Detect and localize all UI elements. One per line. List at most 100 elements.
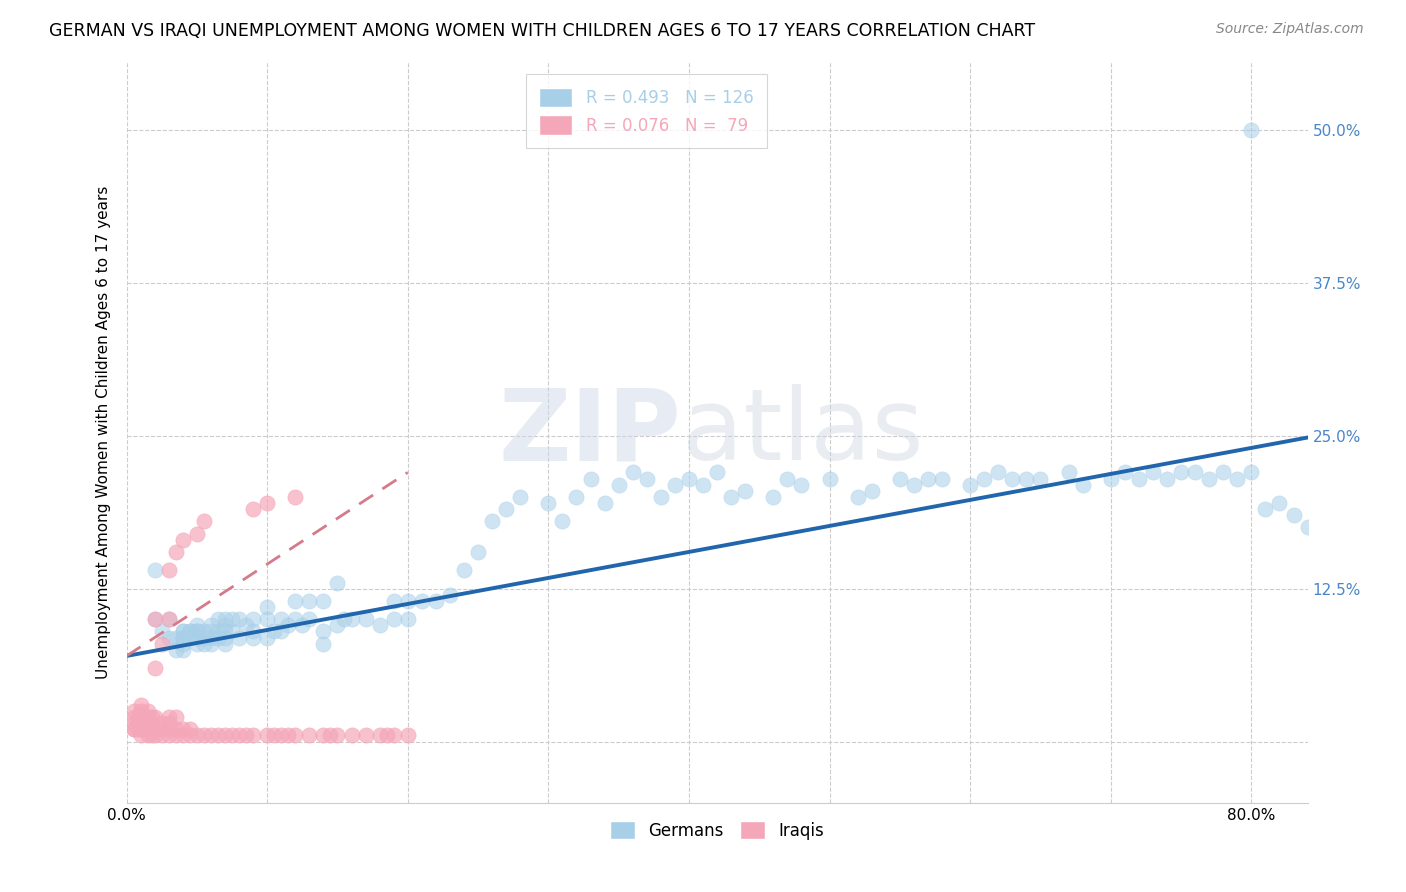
Point — [165, 723, 187, 737]
Point — [579, 471, 602, 485]
Point — [200, 631, 222, 645]
Point — [312, 594, 335, 608]
Point — [143, 612, 166, 626]
Point — [136, 716, 159, 731]
Legend: Germans, Iraqis: Germans, Iraqis — [603, 814, 831, 847]
Point — [143, 612, 166, 626]
Point — [636, 471, 658, 485]
Point — [312, 624, 335, 639]
Point — [312, 637, 335, 651]
Point — [298, 729, 321, 743]
Point — [127, 716, 149, 731]
Point — [1268, 496, 1291, 510]
Point — [453, 563, 475, 577]
Point — [340, 612, 363, 626]
Point — [1128, 471, 1150, 485]
Point — [157, 612, 180, 626]
Point — [270, 729, 292, 743]
Point — [734, 483, 756, 498]
Point — [143, 661, 166, 675]
Point — [207, 631, 229, 645]
Point — [706, 466, 728, 480]
Point — [284, 490, 307, 504]
Point — [129, 716, 152, 731]
Point — [157, 729, 180, 743]
Point — [987, 466, 1010, 480]
Point — [551, 514, 574, 528]
Text: atlas: atlas — [682, 384, 924, 481]
Point — [312, 729, 335, 743]
Point — [396, 594, 419, 608]
Point — [1296, 520, 1319, 534]
Point — [150, 723, 173, 737]
Point — [340, 729, 363, 743]
Point — [122, 710, 145, 724]
Point — [368, 618, 391, 632]
Point — [143, 729, 166, 743]
Point — [1114, 466, 1136, 480]
Point — [1240, 122, 1263, 136]
Point — [439, 588, 461, 602]
Point — [790, 477, 813, 491]
Point — [1198, 471, 1220, 485]
Point — [193, 631, 215, 645]
Point — [172, 624, 194, 639]
Point — [228, 612, 250, 626]
Point — [141, 729, 163, 743]
Point — [537, 496, 560, 510]
Point — [214, 637, 236, 651]
Point — [132, 716, 155, 731]
Point — [214, 729, 236, 743]
Point — [200, 729, 222, 743]
Point — [495, 502, 517, 516]
Point — [122, 723, 145, 737]
Point — [425, 594, 447, 608]
Point — [298, 594, 321, 608]
Point — [1057, 466, 1080, 480]
Point — [132, 710, 155, 724]
Point — [150, 624, 173, 639]
Y-axis label: Unemployment Among Women with Children Ages 6 to 17 years: Unemployment Among Women with Children A… — [96, 186, 111, 680]
Point — [242, 502, 264, 516]
Point — [186, 624, 208, 639]
Point — [1282, 508, 1305, 523]
Point — [129, 710, 152, 724]
Point — [242, 624, 264, 639]
Point — [720, 490, 742, 504]
Point — [382, 729, 405, 743]
Point — [973, 471, 995, 485]
Point — [621, 466, 644, 480]
Point — [889, 471, 911, 485]
Point — [143, 563, 166, 577]
Point — [172, 631, 194, 645]
Point — [172, 643, 194, 657]
Point — [1142, 466, 1164, 480]
Point — [291, 618, 314, 632]
Point — [165, 631, 187, 645]
Point — [207, 612, 229, 626]
Point — [136, 704, 159, 718]
Point — [326, 618, 349, 632]
Point — [396, 729, 419, 743]
Point — [1212, 466, 1234, 480]
Point — [481, 514, 503, 528]
Point — [242, 729, 264, 743]
Point — [382, 594, 405, 608]
Point — [664, 477, 686, 491]
Point — [186, 631, 208, 645]
Point — [277, 729, 299, 743]
Point — [284, 612, 307, 626]
Point — [200, 618, 222, 632]
Text: Source: ZipAtlas.com: Source: ZipAtlas.com — [1216, 22, 1364, 37]
Point — [179, 729, 201, 743]
Point — [270, 612, 292, 626]
Point — [214, 624, 236, 639]
Point — [650, 490, 672, 504]
Point — [396, 612, 419, 626]
Point — [382, 612, 405, 626]
Point — [193, 729, 215, 743]
Point — [143, 723, 166, 737]
Point — [157, 723, 180, 737]
Point — [141, 716, 163, 731]
Point — [256, 729, 278, 743]
